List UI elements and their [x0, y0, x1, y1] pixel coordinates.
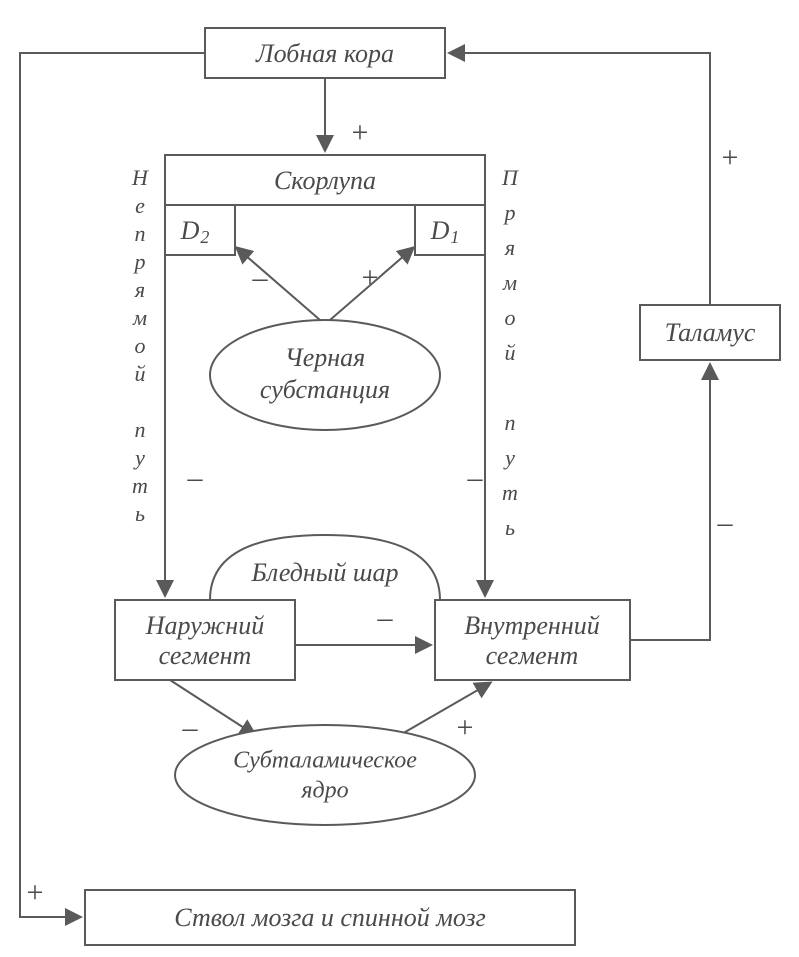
- sign-putamen-int: –: [467, 461, 484, 494]
- svg-text:п: п: [135, 221, 146, 246]
- label-sn-2: субстанция: [260, 375, 390, 404]
- svg-text:о: о: [135, 333, 146, 358]
- svg-text:й: й: [135, 361, 146, 386]
- label-int-1: Внутренний: [464, 611, 599, 640]
- svg-text:ь: ь: [505, 515, 515, 540]
- edge-internal-thalamus: [630, 365, 710, 640]
- svg-text:о: о: [505, 305, 516, 330]
- svg-text:й: й: [505, 340, 516, 365]
- label-int-2: сегмент: [486, 641, 579, 670]
- sign-ext-sth: –: [182, 711, 199, 744]
- label-sth-1: Субталамическое: [233, 748, 417, 774]
- sign-sn-d2: –: [252, 261, 269, 294]
- svg-text:м: м: [132, 305, 147, 330]
- sign-thalamus-cortex: +: [722, 141, 739, 174]
- sign-sn-d1: +: [362, 261, 379, 294]
- svg-text:Н: Н: [131, 165, 149, 190]
- svg-text:м: м: [502, 270, 517, 295]
- label-direct-path: Прямой путь: [501, 165, 519, 540]
- sign-int-thalamus: –: [717, 506, 734, 539]
- svg-text:у: у: [133, 445, 145, 470]
- svg-text:П: П: [501, 165, 519, 190]
- sign-ext-int: –: [377, 601, 394, 634]
- label-ext-2: сегмент: [159, 641, 252, 670]
- svg-text:я: я: [504, 235, 515, 260]
- label-putamen: Скорлупа: [274, 166, 376, 195]
- basal-ganglia-diagram: Лобная кора Скорлупа D2 D1 Черная субста…: [0, 0, 799, 957]
- node-subthalamic: [175, 725, 475, 825]
- label-sn-1: Черная: [285, 343, 365, 372]
- label-sth-2: ядро: [300, 778, 348, 804]
- edge-sn-d2: [237, 248, 320, 320]
- svg-text:т: т: [132, 473, 148, 498]
- sign-cortex-putamen: +: [352, 116, 369, 149]
- svg-text:у: у: [503, 445, 515, 470]
- edge-thalamus-cortex: [450, 53, 710, 305]
- label-thalamus: Таламус: [665, 318, 756, 347]
- label-ext-1: Наружний: [145, 611, 264, 640]
- sign-putamen-ext: –: [187, 461, 204, 494]
- sign-sth-int: +: [457, 711, 474, 744]
- svg-text:ь: ь: [135, 501, 145, 526]
- svg-text:р: р: [133, 249, 146, 274]
- svg-text:е: е: [135, 193, 145, 218]
- label-pallidus: Бледный шар: [251, 558, 399, 587]
- svg-text:п: п: [135, 417, 146, 442]
- label-frontal-cortex: Лобная кора: [255, 39, 394, 68]
- sign-cortex-brainstem: +: [27, 876, 44, 909]
- edge-subthalamic-internal: [400, 683, 490, 735]
- label-brainstem: Ствол мозга и спинной мозг: [174, 903, 486, 932]
- label-indirect-path: Непрямойпуть: [131, 165, 149, 526]
- svg-text:р: р: [503, 200, 516, 225]
- svg-text:п: п: [505, 410, 516, 435]
- svg-text:я: я: [134, 277, 145, 302]
- svg-text:т: т: [502, 480, 518, 505]
